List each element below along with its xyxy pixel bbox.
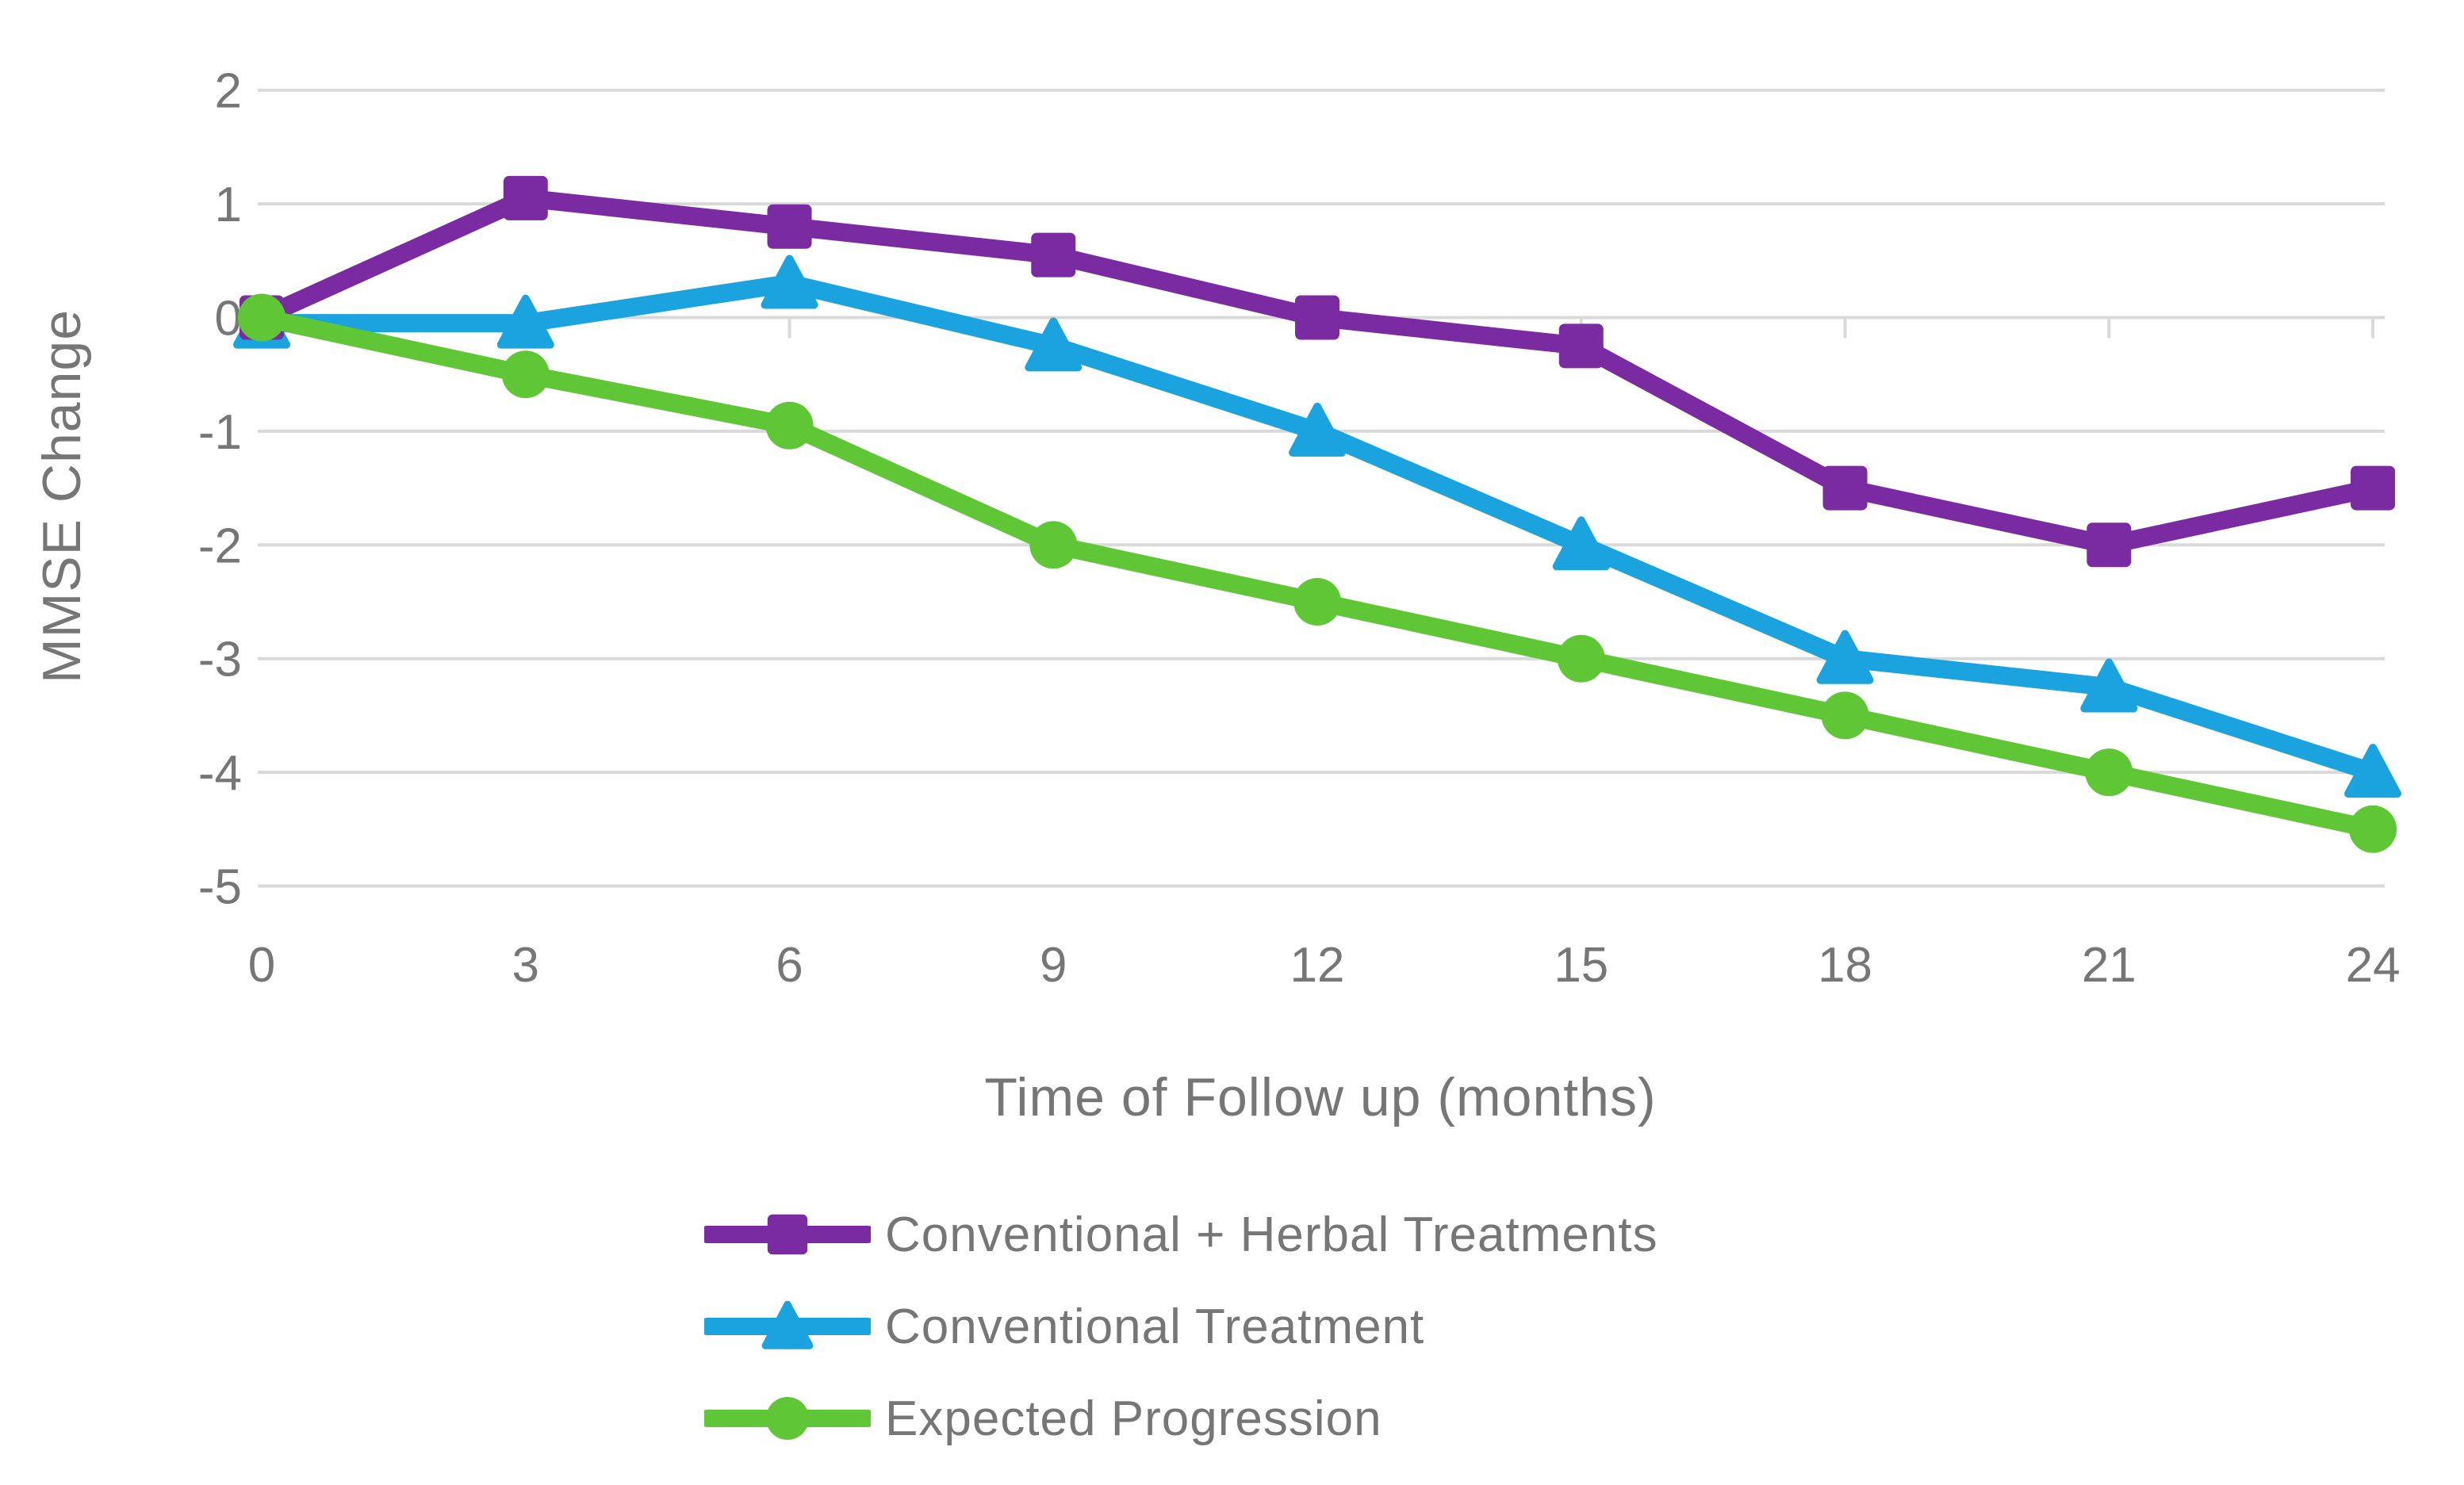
circle-marker xyxy=(2085,748,2133,797)
x-tick-label: 15 xyxy=(1554,938,1608,993)
y-tick-label: 1 xyxy=(215,178,242,232)
triangle-marker xyxy=(496,294,554,349)
y-tick-label: -1 xyxy=(198,405,242,460)
series-expected-progression xyxy=(238,293,2397,853)
square-marker xyxy=(767,1214,808,1255)
triangle-marker xyxy=(1552,516,1610,571)
triangle-marker xyxy=(1289,402,1347,457)
series-conventional-herbal-treatments xyxy=(240,175,2396,568)
legend-label: Expected Progression xyxy=(885,1391,1382,1446)
x-axis-title: Time of Follow up (months) xyxy=(984,1067,1657,1127)
y-tick-label: 2 xyxy=(215,64,242,119)
x-tick-label: 3 xyxy=(512,938,539,993)
circle-marker xyxy=(1293,578,1342,626)
legend: Conventional + Herbal Treatments Convent… xyxy=(704,1199,1658,1454)
x-tick-label: 0 xyxy=(248,938,275,993)
square-marker xyxy=(2087,522,2132,568)
circle-marker xyxy=(1821,691,1869,740)
square-marker xyxy=(767,204,812,249)
purple-square-line-swatch xyxy=(704,1214,871,1255)
triangle-marker xyxy=(2080,658,2138,713)
square-marker xyxy=(1558,323,1604,369)
legend-item-conventional: Conventional Treatment xyxy=(704,1291,1658,1362)
x-tick-label: 9 xyxy=(1040,938,1067,993)
square-marker xyxy=(1822,465,1868,511)
circle-marker xyxy=(238,293,285,342)
legend-item-conventional-herbal: Conventional + Herbal Treatments xyxy=(704,1199,1658,1270)
x-tick-label: 24 xyxy=(2346,938,2401,993)
circle-marker xyxy=(1557,634,1605,683)
triangle-marker xyxy=(1816,630,1874,684)
y-tick-label: -3 xyxy=(198,633,242,687)
triangle-marker xyxy=(761,1300,814,1349)
circle-marker xyxy=(766,1397,809,1440)
y-axis-title: MMSE Change xyxy=(32,308,92,684)
square-marker xyxy=(1295,295,1340,340)
circle-marker xyxy=(501,350,550,399)
x-tick-label: 12 xyxy=(1290,938,1345,993)
legend-item-expected: Expected Progression xyxy=(704,1383,1658,1454)
triangle-marker xyxy=(2344,744,2402,798)
x-tick-label: 18 xyxy=(1818,938,1872,993)
blue-triangle-line-swatch xyxy=(704,1300,871,1349)
circle-marker xyxy=(2349,805,2397,853)
square-marker xyxy=(503,175,548,220)
triangle-marker xyxy=(761,255,818,309)
y-tick-label: -4 xyxy=(198,746,242,801)
green-circle-line-swatch xyxy=(704,1397,871,1440)
legend-label: Conventional Treatment xyxy=(885,1299,1425,1354)
square-marker xyxy=(1031,232,1076,277)
y-tick-label: -5 xyxy=(198,860,242,915)
triangle-marker xyxy=(1025,317,1083,372)
series-line xyxy=(252,189,2382,554)
circle-marker xyxy=(1029,521,1078,569)
legend-label: Conventional + Herbal Treatments xyxy=(885,1207,1658,1262)
y-tick-label: -2 xyxy=(198,519,242,573)
x-tick-label: 6 xyxy=(776,938,803,993)
circle-marker xyxy=(765,401,814,450)
series-line xyxy=(252,308,2382,839)
x-tick-label: 21 xyxy=(2082,938,2136,993)
square-marker xyxy=(2351,465,2396,511)
